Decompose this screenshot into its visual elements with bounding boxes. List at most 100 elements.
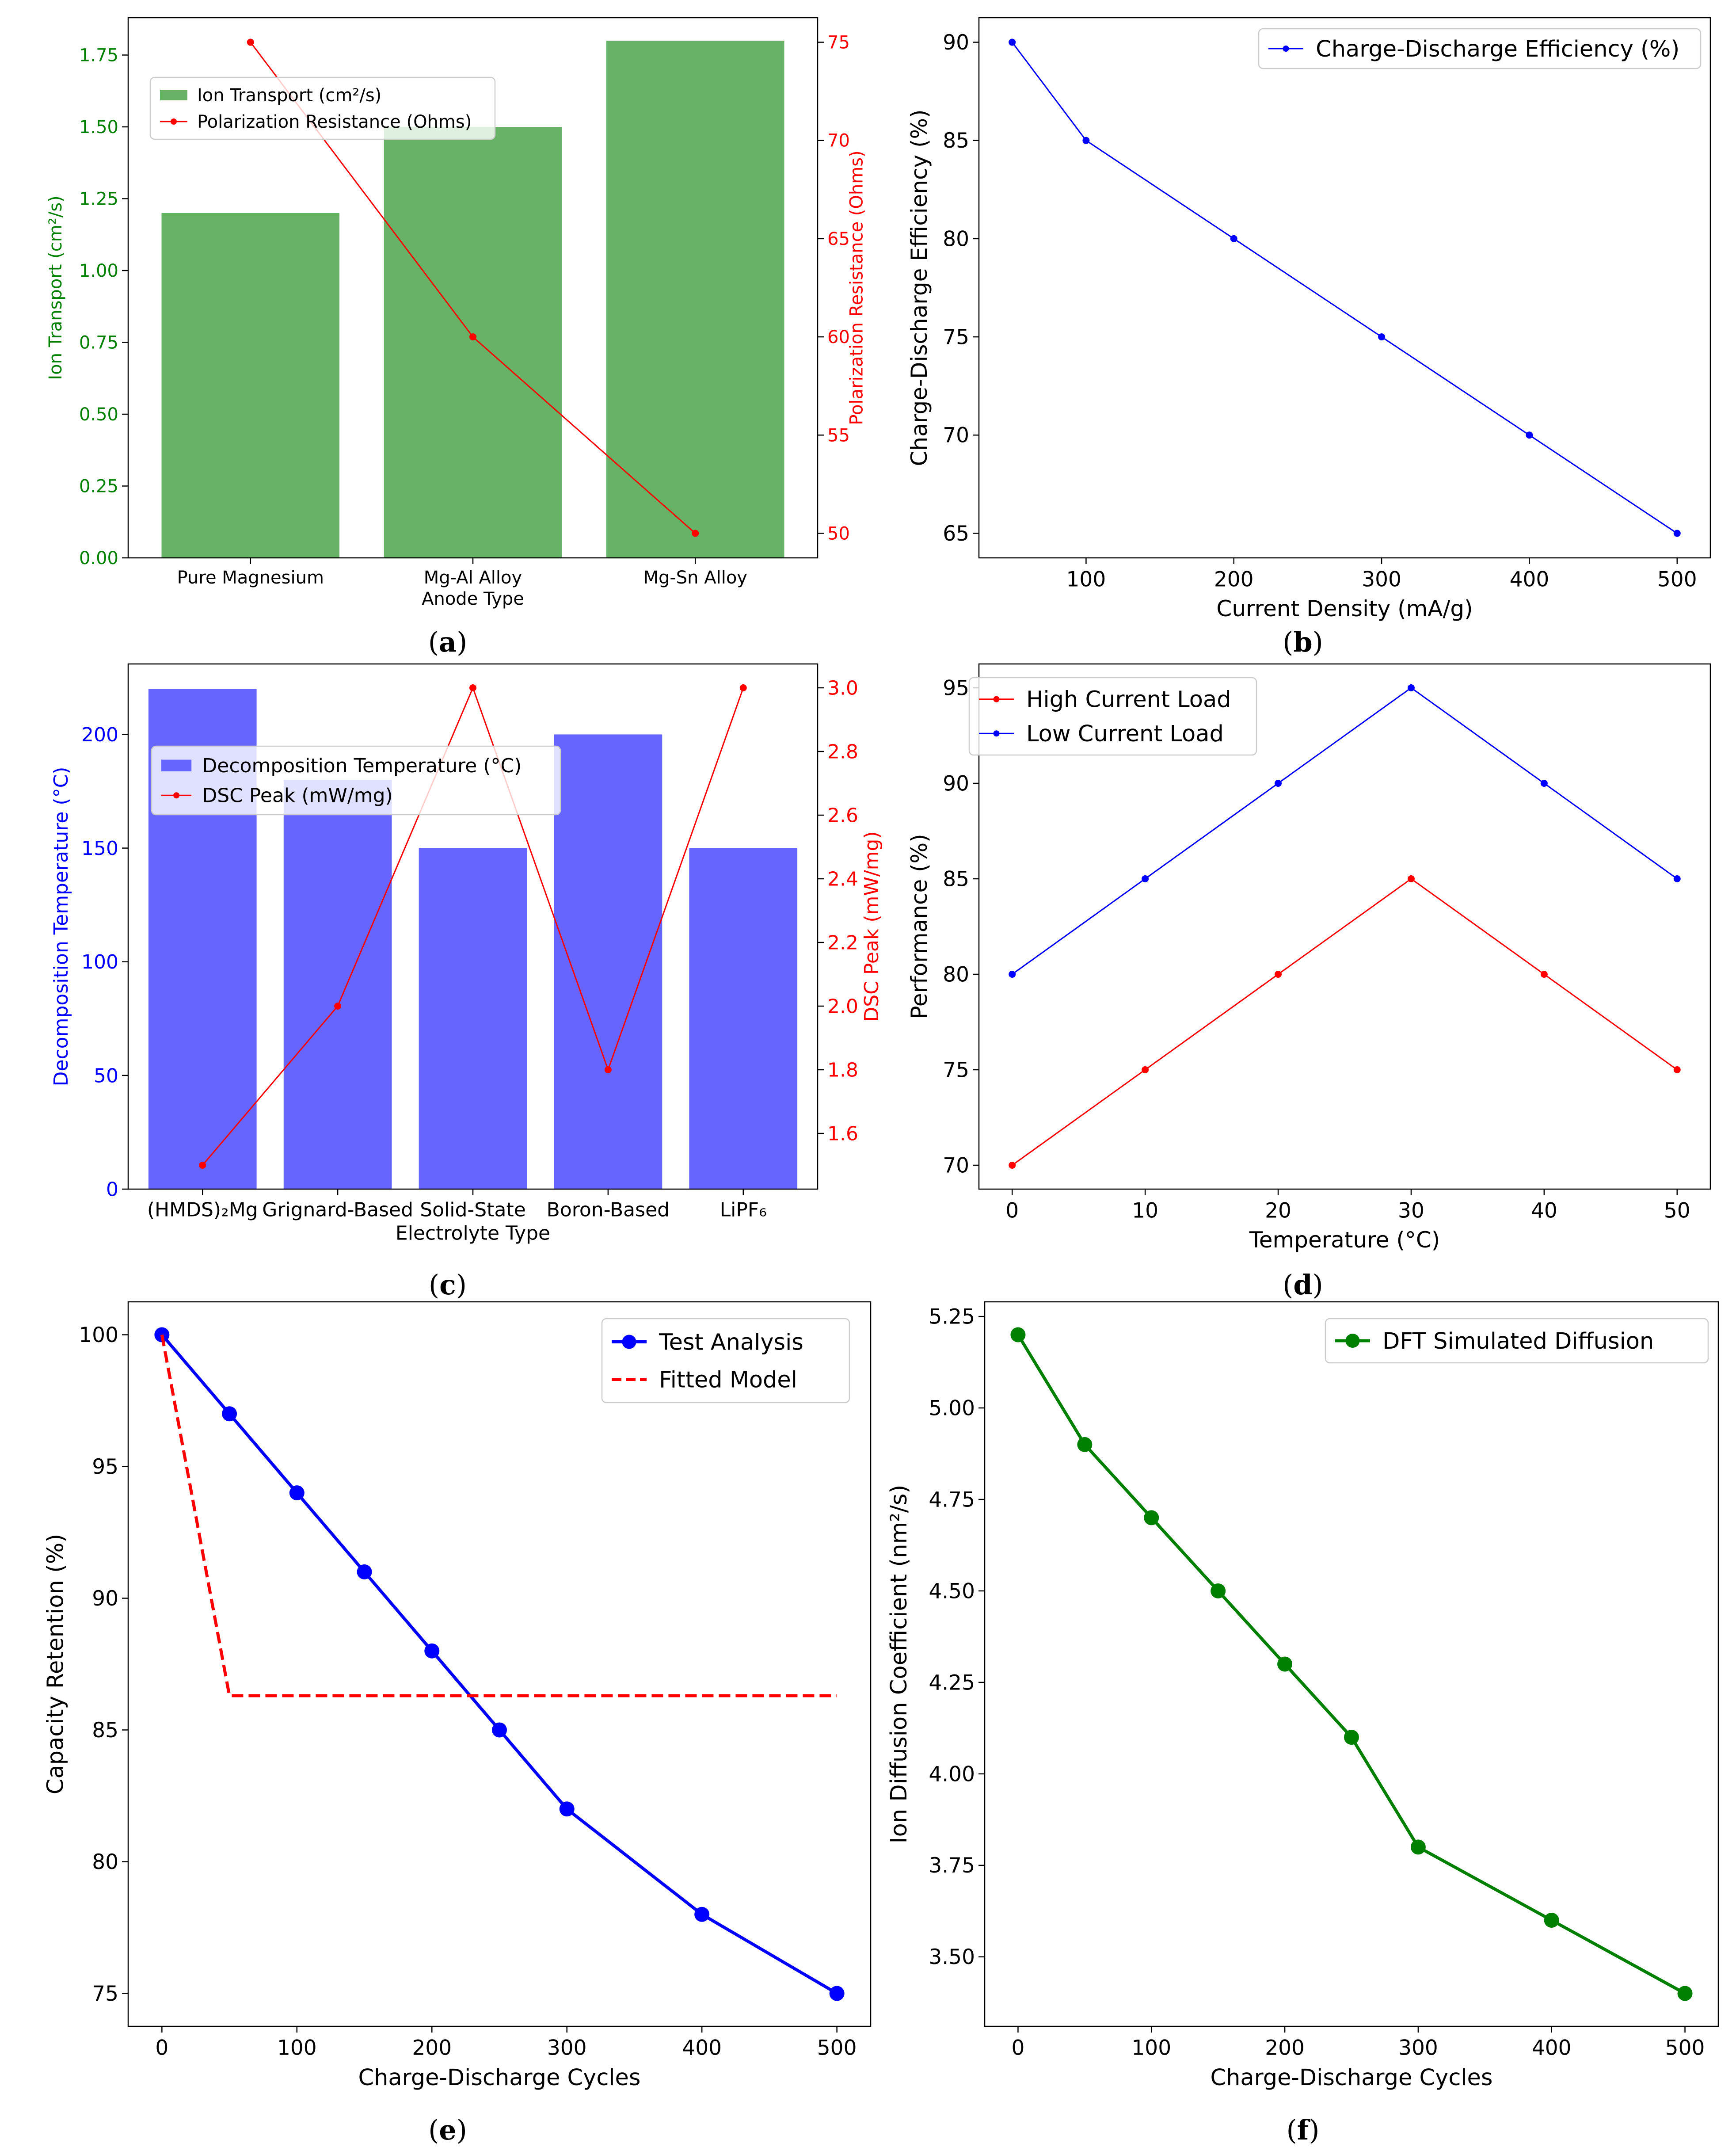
ytick-label-left-e: 90 [92, 1587, 118, 1611]
xtick-label-f: 500 [1665, 2036, 1705, 2060]
legend-label-d: Low Current Load [1026, 721, 1224, 747]
xtick-label-e: 500 [817, 2036, 857, 2060]
xtick-label-b: 300 [1362, 567, 1401, 591]
chart-b: 65 70 75 80 85 90 Charge-Discharge Efficiency … [906, 17, 1711, 622]
data-point-f [1277, 1656, 1293, 1672]
data-point-a [692, 530, 699, 537]
data-point-e [289, 1485, 305, 1501]
ytick-label-left-f: 5.00 [929, 1396, 975, 1421]
data-point-f [1010, 1327, 1026, 1342]
chart-d: 70 75 80 85 90 95 Performance (%) 0 10 20 30 40 50 Te… [906, 663, 1711, 1253]
chart-c: (HMDS)₂Mg Grignard-Based Solid-State Boron-… [50, 663, 883, 1244]
data-point-e [492, 1722, 507, 1738]
ytick-label-left-e: 80 [92, 1850, 118, 1874]
axes-frame-a [127, 17, 819, 559]
data-point-f [1077, 1437, 1093, 1452]
ytick-label-right-a: 75 [827, 33, 850, 53]
xlabel-e: Charge-Discharge Cycles [358, 2065, 640, 2091]
ytick-label-right-a: 70 [827, 131, 850, 151]
ytick-label-left-c: 100 [81, 951, 118, 973]
ytick-label-left-c: 50 [94, 1064, 118, 1087]
ytick-label-left-c: 0 [106, 1178, 118, 1201]
xtick-label-c: LiPF₆ [720, 1199, 767, 1221]
bar-c [283, 780, 392, 1189]
caption-c: (c) [429, 1269, 467, 1301]
ylabel-left-a: Ion Transport (cm²/s) [46, 195, 66, 380]
ytick-label-right-a: 55 [827, 425, 850, 446]
xtick-label-c: Solid-State [420, 1199, 526, 1221]
chart-f: 3.50 3.75 4.00 4.25 4.50 4.75 5.00 5.25 Ion Diff… [886, 1301, 1719, 2091]
xtick-label-a: Pure Magnesium [177, 568, 324, 588]
legend-label-f: DFT Simulated Diffusion [1382, 1328, 1654, 1354]
data-point-b [1082, 137, 1090, 144]
data-point-d [1009, 971, 1016, 978]
legend-label-e: Fitted Model [659, 1367, 797, 1393]
ytick-label-right-a: 65 [827, 229, 850, 249]
data-point-d [1673, 1066, 1681, 1073]
data-point-c [334, 1003, 342, 1010]
axes-frame-b [978, 17, 1711, 559]
legend-label-a: Ion Transport (cm²/s) [197, 85, 381, 106]
data-point-b [1526, 431, 1533, 439]
series-line-e [160, 1334, 837, 1697]
ytick-label-left-f: 5.25 [929, 1305, 975, 1329]
series-line-b [1012, 42, 1678, 534]
legend-swatch-c [161, 759, 192, 771]
data-point-d [1275, 971, 1282, 978]
xtick-label-e: 0 [155, 2036, 168, 2060]
ytick-label-right-c: 2.6 [827, 804, 858, 827]
ytick-label-left-b: 90 [943, 31, 969, 55]
legend-marker-b [1283, 46, 1289, 52]
ytick-label-left-f: 3.50 [929, 1945, 975, 1969]
legend-marker-c [173, 792, 180, 799]
bar-a [384, 127, 562, 558]
data-point-f [1544, 1912, 1559, 1928]
ytick-label-left-e: 75 [92, 1982, 118, 2006]
xtick-label-f: 100 [1131, 2036, 1171, 2060]
ytick-label-right-c: 1.6 [827, 1122, 858, 1145]
ytick-label-left-f: 4.75 [929, 1487, 975, 1512]
data-point-d [1142, 875, 1149, 882]
axes-frame-c [127, 663, 819, 1190]
ytick-label-left-f: 4.00 [929, 1762, 975, 1786]
xtick-label-f: 200 [1265, 2036, 1305, 2060]
xtick-label-e: 100 [277, 2036, 317, 2060]
chart-a: Pure Magnesium Mg-Al Alloy Mg-Sn Alloy Anod… [46, 17, 867, 609]
data-point-e [154, 1327, 170, 1342]
ytick-label-right-c: 2.0 [827, 995, 858, 1018]
data-point-f [1211, 1583, 1226, 1598]
data-point-d [1407, 875, 1415, 882]
xtick-label-c: Grignard-Based [262, 1199, 413, 1221]
data-point-f [1344, 1730, 1359, 1745]
data-point-e [357, 1564, 372, 1579]
ylabel-left-d: Performance (%) [906, 834, 932, 1019]
data-point-e [694, 1907, 710, 1922]
data-point-c [604, 1066, 612, 1073]
ytick-label-left-a: 1.00 [79, 261, 118, 281]
ylabel-right-c: DSC Peak (mW/mg) [860, 831, 883, 1022]
bar-c [689, 848, 798, 1189]
data-point-b [1378, 333, 1386, 341]
legend-label-b: Charge-Discharge Efficiency (%) [1316, 36, 1679, 62]
xtick-label-d: 30 [1398, 1198, 1424, 1223]
data-point-e [222, 1406, 237, 1422]
data-point-d [1275, 780, 1282, 787]
ylabel-left-b: Charge-Discharge Efficiency (%) [906, 109, 932, 466]
xtick-label-c: (HMDS)₂Mg [147, 1199, 258, 1221]
ylabel-left-f: Ion Diffusion Coefficient (nm²/s) [886, 1485, 912, 1844]
legend-marker-d [993, 696, 1000, 702]
data-point-d [1673, 875, 1681, 882]
legend-box-b [1258, 28, 1702, 69]
xtick-label-a: Mg-Al Alloy [424, 568, 522, 588]
legend-swatch-a [160, 90, 187, 100]
xtick-label-c: Boron-Based [547, 1199, 670, 1221]
ytick-label-left-b: 85 [943, 129, 969, 153]
data-point-a [469, 333, 476, 341]
data-point-e [559, 1801, 575, 1817]
xtick-label-f: 300 [1398, 2036, 1438, 2060]
data-point-d [1009, 1162, 1016, 1169]
ytick-label-left-e: 95 [92, 1455, 118, 1479]
data-point-c [739, 684, 747, 691]
data-point-a [247, 38, 254, 46]
xtick-label-b: 200 [1214, 567, 1254, 591]
